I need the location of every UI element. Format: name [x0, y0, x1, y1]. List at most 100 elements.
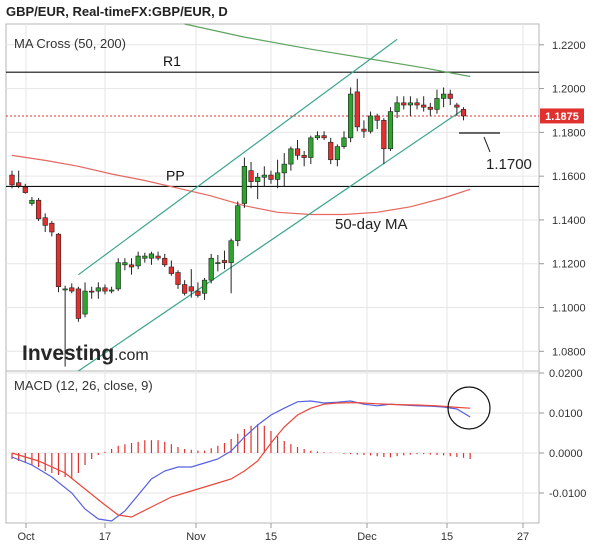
candle [215, 254, 221, 272]
candle-body [55, 233, 62, 288]
candle [374, 113, 380, 130]
candle-body [142, 255, 148, 259]
price-panel-frame [5, 23, 540, 372]
chart-title: GBP/EUR, Real-timeFX:GBP/EUR, D [6, 4, 228, 19]
candle [268, 170, 274, 184]
x-tick-label: 15 [441, 531, 453, 543]
candle-body [407, 102, 414, 106]
candle [261, 166, 267, 187]
candle [421, 96, 427, 112]
candle [288, 146, 294, 171]
candle-body [460, 109, 467, 117]
r1-label: R1 [163, 53, 181, 69]
macd-crossover-circle [447, 386, 491, 430]
candle-body [434, 98, 440, 110]
candle-body [268, 174, 274, 180]
macd-tick-label: 0.0100 [549, 408, 583, 420]
candle [321, 131, 327, 141]
candle-body [248, 170, 254, 182]
candle [188, 269, 194, 298]
candle [162, 253, 168, 268]
candle-body [361, 128, 367, 132]
candle-body [208, 257, 214, 281]
candle-body [182, 284, 188, 294]
candle [241, 157, 248, 208]
price-tick-label: 1.1600 [552, 171, 586, 183]
candle [62, 285, 68, 367]
candle [308, 135, 314, 165]
candle [168, 260, 174, 276]
candle-body [122, 262, 128, 266]
candle [29, 196, 35, 206]
candle-body [354, 91, 360, 128]
candle-body [274, 172, 281, 180]
logo-suffix: .com [114, 347, 149, 364]
candle-body [440, 93, 447, 99]
candle-body [148, 253, 155, 259]
candle [195, 282, 201, 298]
candle-body [294, 148, 301, 156]
price-tick-label: 1.2000 [552, 84, 586, 96]
candle [294, 140, 301, 160]
price-tick-label: 1.1200 [552, 259, 586, 271]
macd-tick-label: 0.0200 [549, 368, 583, 380]
candle [314, 131, 321, 141]
price-tick-label: 1.0800 [552, 346, 586, 358]
ma50-annotation: 50-day MA [335, 216, 408, 233]
candle-body [321, 135, 327, 139]
candle-body [454, 104, 460, 108]
price-tick-label: 1.2200 [552, 40, 586, 52]
candle-body [168, 266, 174, 274]
candle [208, 253, 214, 284]
candle-body [89, 290, 95, 293]
candle-body [215, 262, 221, 264]
candle-body [288, 148, 294, 165]
candle-body [228, 240, 234, 263]
candle-body [155, 255, 161, 259]
candle [82, 282, 88, 318]
candle-body [128, 264, 135, 268]
logo-brand: Investing [22, 342, 114, 365]
candle [281, 153, 287, 187]
candle [334, 144, 340, 167]
price-tick-label: 1.1800 [552, 127, 586, 139]
price-tick-label: 1.1000 [552, 303, 586, 315]
candle-body [255, 176, 261, 182]
candle [142, 252, 148, 263]
candle-body [367, 115, 374, 132]
candle-body [394, 102, 400, 112]
candle-body [421, 104, 427, 108]
investing-logo: Investing .com [22, 342, 149, 365]
candle-body [62, 288, 68, 291]
indicator-lines [6, 23, 539, 372]
candle [367, 111, 374, 134]
candle-body [49, 222, 55, 233]
candle [301, 150, 307, 167]
candle-body [42, 217, 48, 226]
candle-body [261, 174, 267, 178]
annotation-pointer [483, 136, 491, 153]
candle-body [82, 290, 88, 315]
candle-body [414, 102, 420, 106]
candle [75, 286, 81, 322]
x-tick-label: Dec [357, 531, 377, 543]
candle-body [9, 174, 15, 186]
axes: 1.2200 1.2000 1.1800 1.1600 1.1400 1.1200 1.10… [17, 40, 586, 543]
price-tick-label: 1.1400 [552, 215, 586, 227]
candle-body [102, 287, 108, 292]
candle-body [381, 120, 387, 150]
macd-panel-frame [5, 370, 540, 524]
candle [155, 251, 161, 261]
candle-body [281, 163, 287, 174]
candle [221, 250, 228, 270]
candle [427, 102, 433, 116]
candle [414, 98, 420, 110]
x-tick-label: Oct [17, 531, 34, 543]
candle-body [341, 137, 347, 147]
candle [148, 251, 155, 265]
candle [401, 96, 407, 110]
candle [407, 96, 414, 116]
candle-body [95, 287, 101, 292]
candle [341, 131, 347, 149]
